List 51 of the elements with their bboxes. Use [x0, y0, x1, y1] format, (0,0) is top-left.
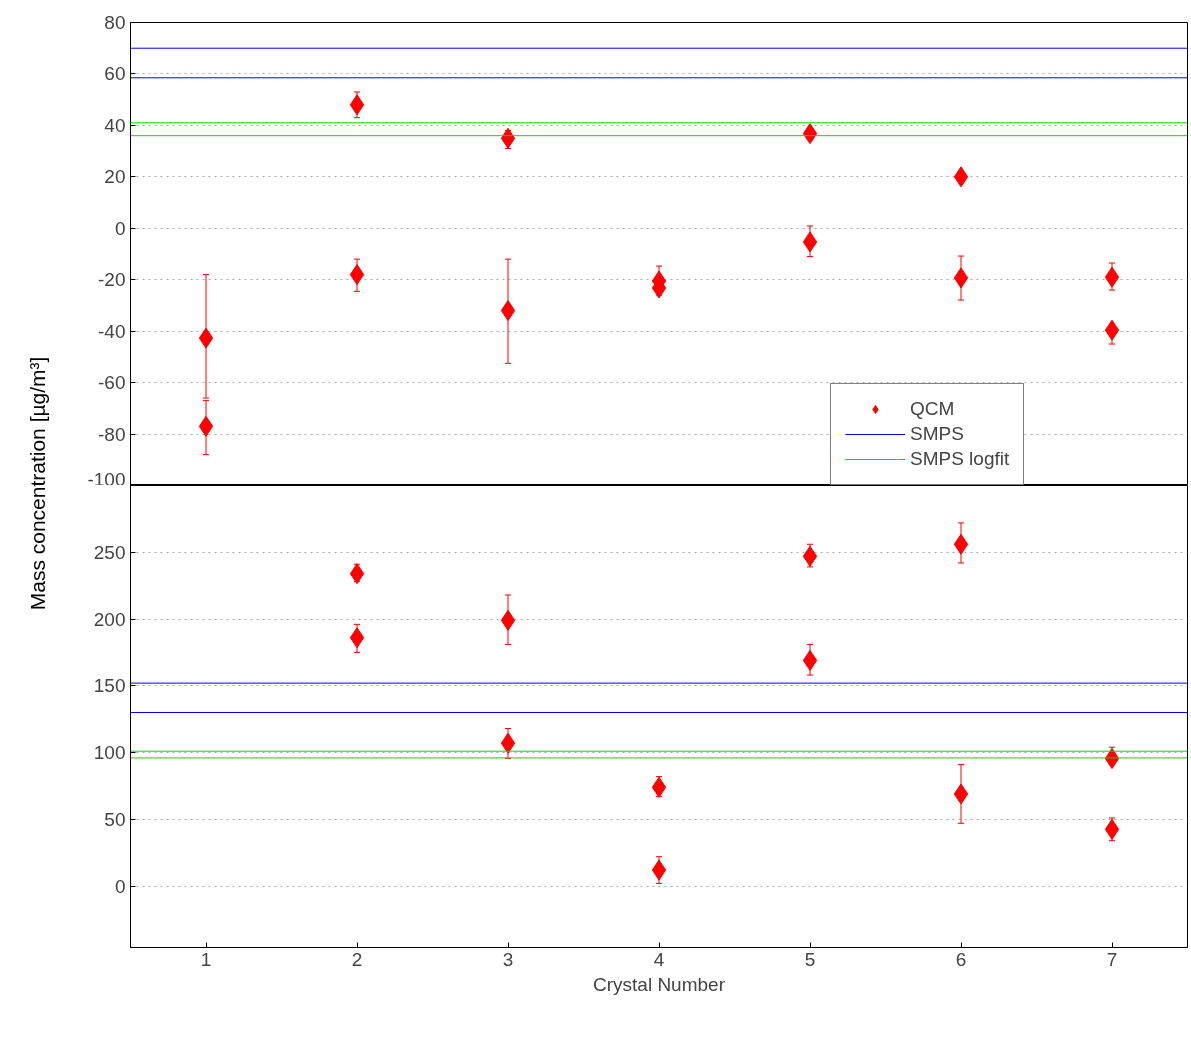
point [198, 415, 214, 437]
point [1104, 818, 1120, 840]
legend-label: SMPS logfit [910, 448, 1010, 470]
point [500, 300, 516, 322]
point [802, 649, 818, 671]
point [953, 783, 969, 805]
point [802, 545, 818, 567]
point [651, 776, 667, 798]
y-tick-label: 150 [93, 675, 126, 697]
y-tick-label: -40 [98, 320, 126, 342]
x-axis-title: Crystal Number [593, 973, 726, 995]
legend-label: SMPS [910, 423, 964, 445]
point [953, 267, 969, 289]
point [349, 627, 365, 649]
y-tick-label: 250 [93, 541, 126, 563]
x-tick-label: 1 [200, 948, 212, 970]
x-tick-label: 7 [1106, 948, 1118, 970]
y-tick-label: -100 [87, 468, 126, 490]
x-tick-label: 6 [955, 948, 967, 970]
point [198, 327, 214, 349]
point [953, 166, 969, 188]
x-tick-label: 2 [351, 948, 363, 970]
y-tick-label: 200 [93, 608, 126, 630]
y-tick-label: 40 [104, 114, 126, 136]
y-tick-label: 80 [104, 12, 126, 33]
point [953, 533, 969, 555]
point [349, 94, 365, 116]
point [1104, 266, 1120, 288]
y-tick-label: -80 [98, 423, 126, 445]
y-tick-label: 50 [104, 808, 126, 830]
point [802, 231, 818, 253]
y-tick-label: 0 [114, 217, 126, 239]
y-tick-label: 0 [114, 875, 126, 897]
point [651, 859, 667, 881]
x-tick-label: 4 [653, 948, 665, 970]
y-tick-label: 20 [104, 166, 126, 188]
point [500, 127, 516, 149]
y-tick-label: -60 [98, 372, 126, 394]
point [500, 609, 516, 631]
y-axis-title: Mass concentration [µg/m³] [26, 356, 50, 611]
y-tick-label: -20 [98, 269, 126, 291]
point [802, 123, 818, 145]
point [500, 732, 516, 754]
point [1104, 319, 1120, 341]
legend-label: QCM [910, 398, 955, 420]
point [349, 563, 365, 585]
point [349, 264, 365, 286]
y-tick-label: 100 [93, 742, 126, 764]
x-tick-label: 3 [502, 948, 514, 970]
x-tick-label: 5 [804, 948, 816, 970]
y-tick-label: 60 [104, 63, 126, 85]
